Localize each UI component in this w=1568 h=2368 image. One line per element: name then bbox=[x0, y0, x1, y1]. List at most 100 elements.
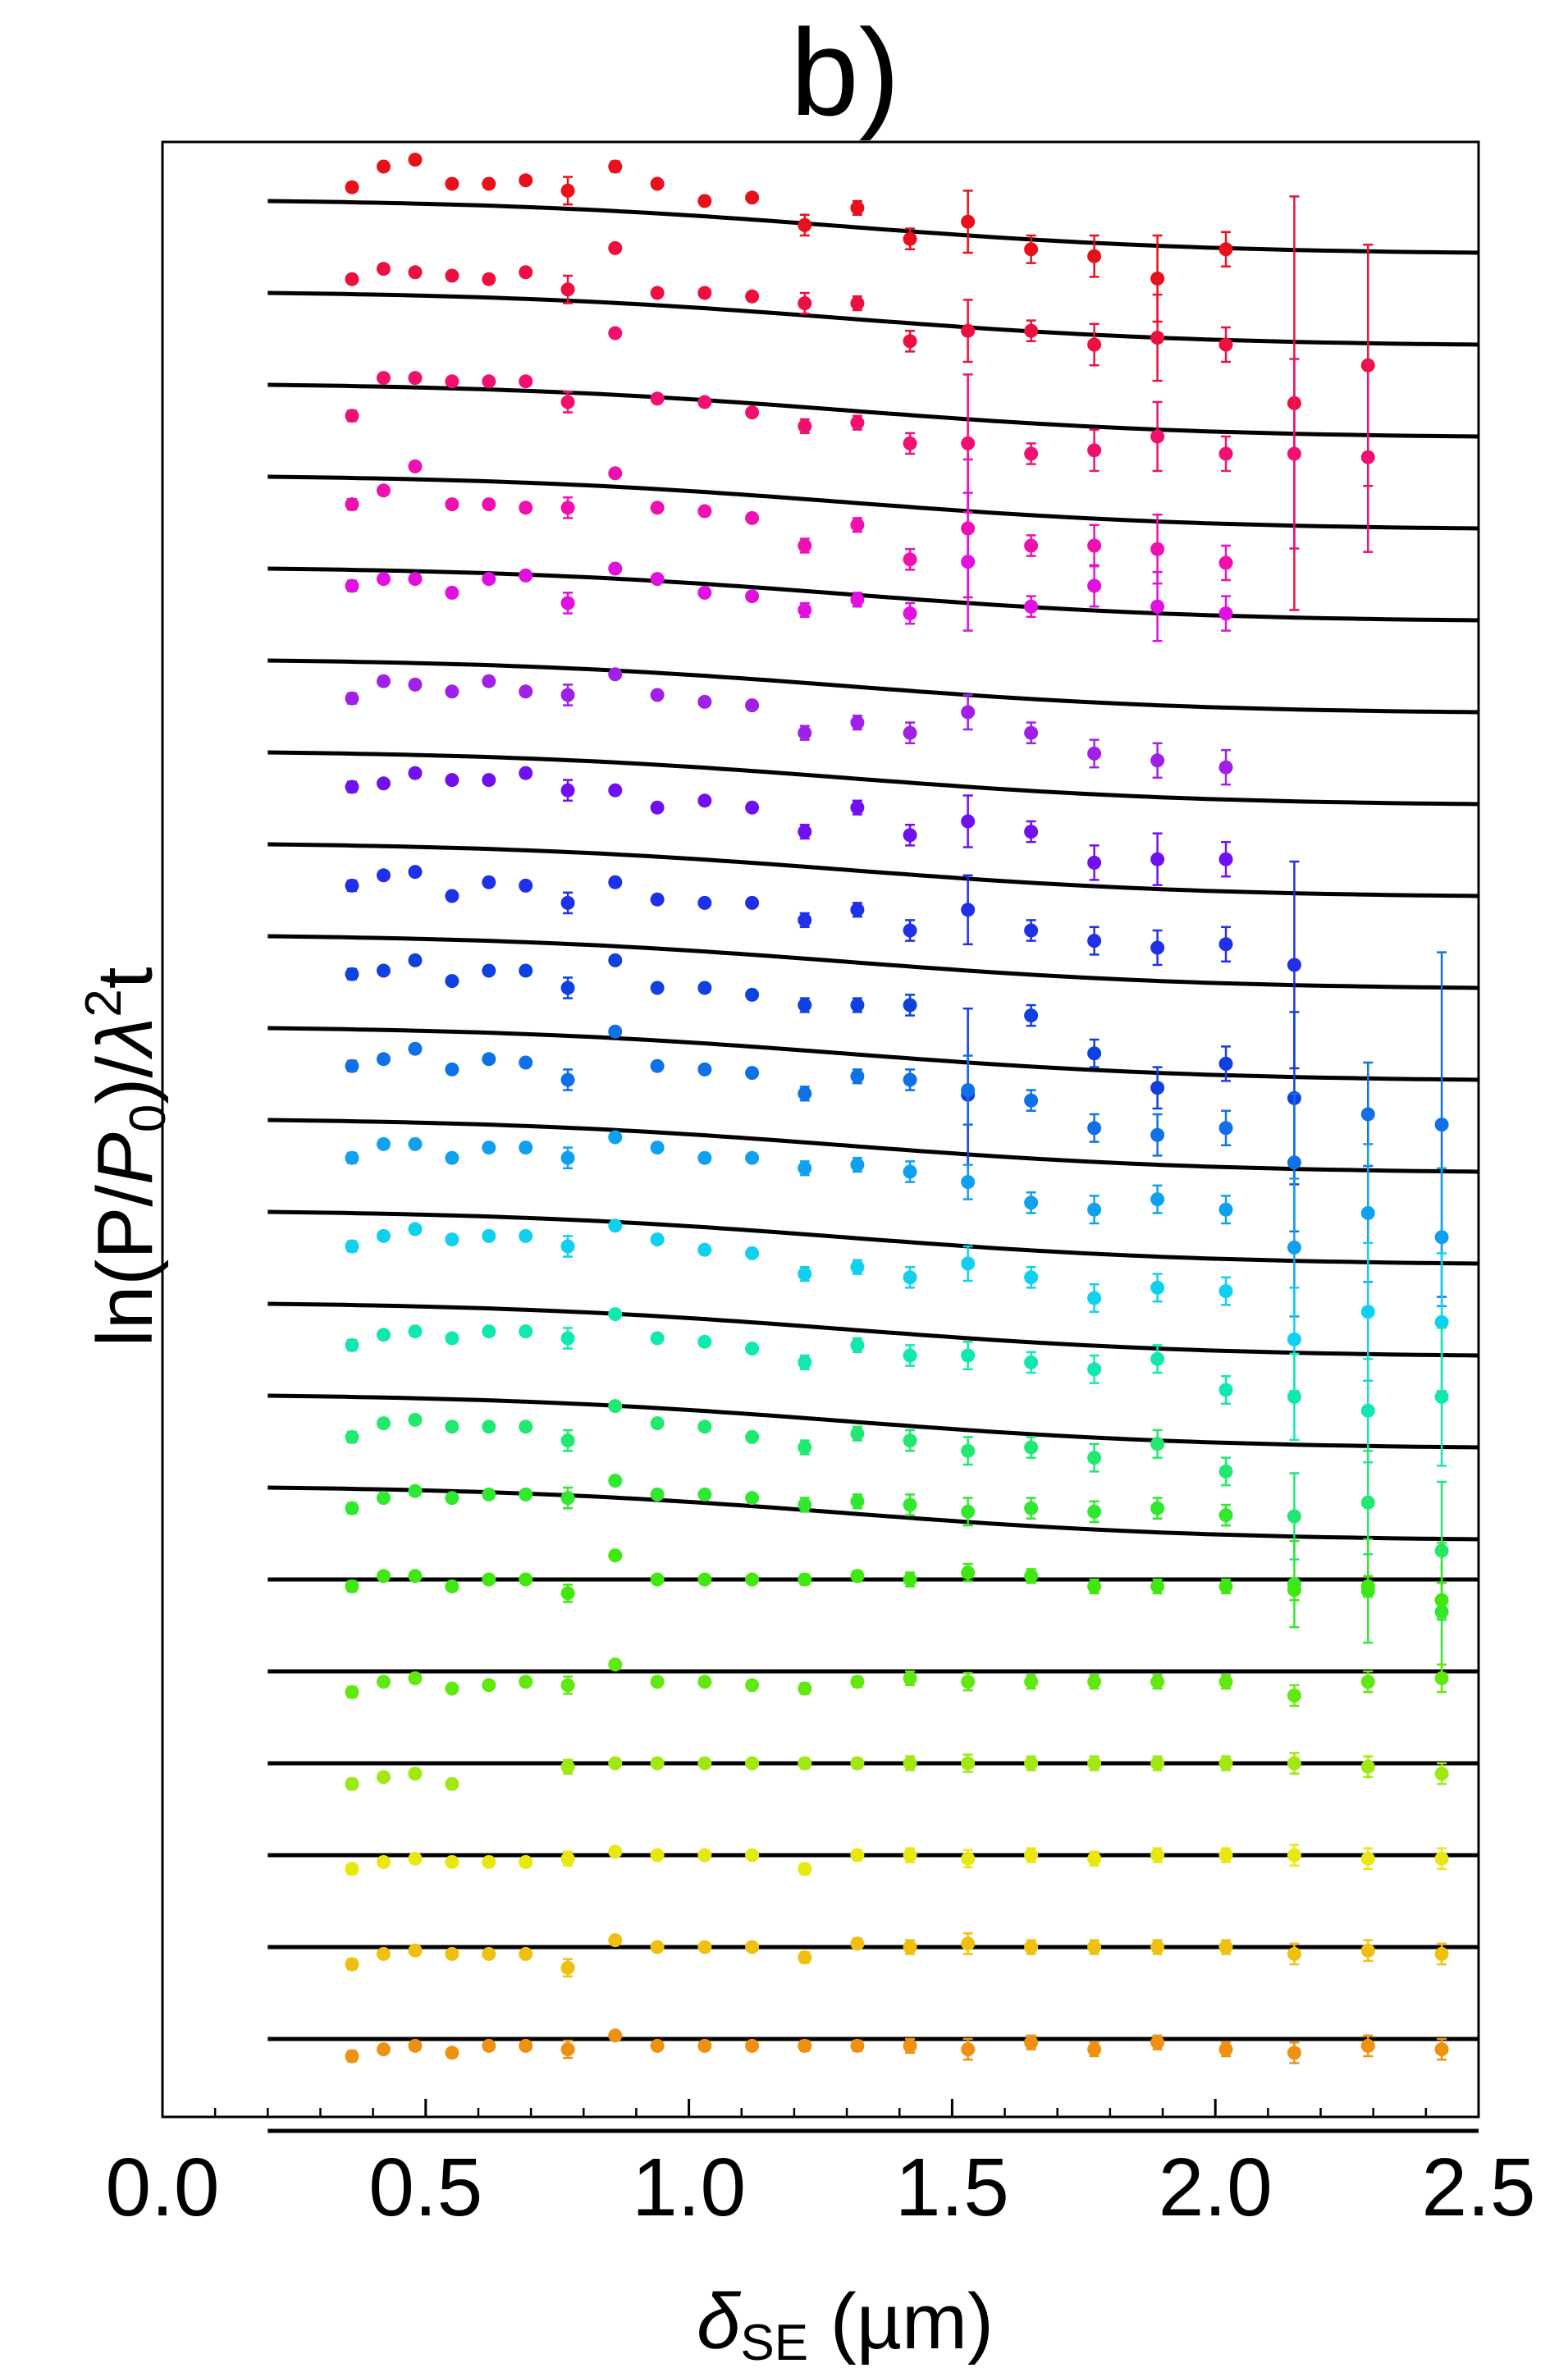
fit-curve-6 bbox=[267, 658, 1479, 715]
data-point bbox=[560, 1433, 575, 1448]
data-point bbox=[1360, 1107, 1375, 1122]
data-point bbox=[345, 2049, 359, 2064]
data-point bbox=[650, 2038, 665, 2053]
data-point bbox=[798, 418, 812, 433]
data-point bbox=[345, 1429, 359, 1444]
data-point bbox=[1087, 538, 1102, 553]
data-point bbox=[1024, 1569, 1039, 1584]
data-point bbox=[1434, 1946, 1449, 1961]
data-point bbox=[1087, 1675, 1102, 1689]
data-point bbox=[1024, 725, 1039, 740]
data-point bbox=[482, 773, 496, 788]
data-point bbox=[1434, 1230, 1449, 1245]
data-point bbox=[1024, 1355, 1039, 1369]
fit-curves bbox=[267, 199, 1479, 2133]
data-point bbox=[482, 1324, 496, 1339]
data-point bbox=[482, 176, 496, 191]
y-axis-subscript: 0 bbox=[120, 1104, 176, 1132]
data-point bbox=[961, 1083, 976, 1098]
data-point bbox=[961, 555, 976, 569]
data-point bbox=[519, 1419, 533, 1434]
data-point bbox=[376, 1675, 391, 1689]
data-point bbox=[1287, 1240, 1301, 1255]
data-point bbox=[1360, 2038, 1375, 2053]
data-point bbox=[445, 1579, 459, 1593]
data-point bbox=[376, 674, 391, 688]
fit-curve-1 bbox=[267, 199, 1479, 255]
y-axis-suffix: t bbox=[81, 967, 169, 990]
data-point bbox=[961, 1756, 976, 1771]
data-point bbox=[903, 828, 917, 843]
data-point bbox=[408, 1569, 423, 1584]
data-point bbox=[745, 405, 760, 420]
data-point bbox=[697, 981, 712, 995]
data-point bbox=[608, 466, 623, 481]
data-point bbox=[608, 1399, 623, 1414]
data-point bbox=[1434, 1314, 1449, 1329]
data-point bbox=[650, 981, 665, 995]
data-point bbox=[376, 572, 391, 587]
data-point bbox=[482, 1487, 496, 1502]
data-point bbox=[745, 1342, 760, 1356]
data-point bbox=[482, 1854, 496, 1869]
data-point bbox=[850, 1569, 865, 1584]
data-point bbox=[903, 436, 917, 450]
x-tick-label: 1.5 bbox=[895, 2142, 1009, 2233]
data-point bbox=[798, 725, 812, 740]
data-point bbox=[376, 1228, 391, 1243]
fit-curve-9 bbox=[267, 934, 1479, 990]
y-axis-title: ln(P/P0)/λ2t bbox=[75, 967, 176, 1347]
data-point bbox=[376, 1854, 391, 1869]
fit-curve-8 bbox=[267, 842, 1479, 898]
data-point bbox=[697, 793, 712, 808]
data-point bbox=[1150, 1756, 1165, 1771]
data-point bbox=[376, 1416, 391, 1431]
data-point bbox=[1024, 1756, 1039, 1771]
data-point bbox=[650, 892, 665, 907]
data-point bbox=[519, 265, 533, 280]
data-point bbox=[903, 1940, 917, 1954]
data-point bbox=[482, 572, 496, 587]
data-point bbox=[903, 1348, 917, 1363]
data-point bbox=[408, 677, 423, 692]
data-point bbox=[519, 1572, 533, 1587]
data-point bbox=[697, 1419, 712, 1434]
data-point bbox=[650, 1416, 665, 1431]
fit-curve-4 bbox=[267, 474, 1479, 531]
data-point bbox=[482, 963, 496, 978]
data-point bbox=[798, 1161, 812, 1176]
data-point bbox=[650, 391, 665, 406]
data-point bbox=[1360, 450, 1375, 464]
data-point bbox=[445, 773, 459, 788]
data-point bbox=[560, 1072, 575, 1087]
data-point bbox=[850, 296, 865, 311]
data-point bbox=[1287, 1848, 1301, 1863]
data-point bbox=[376, 2042, 391, 2057]
data-point bbox=[745, 1066, 760, 1081]
data-point bbox=[1360, 1943, 1375, 1958]
data-point bbox=[1087, 443, 1102, 458]
data-point bbox=[961, 1566, 976, 1580]
data-point bbox=[1287, 958, 1301, 972]
data-point bbox=[376, 1328, 391, 1342]
data-point bbox=[850, 1756, 865, 1771]
data-point bbox=[408, 1222, 423, 1237]
data-point bbox=[376, 1136, 391, 1151]
data-point bbox=[345, 409, 359, 423]
data-point bbox=[1218, 446, 1233, 461]
data-point bbox=[697, 895, 712, 910]
fit-curve-13 bbox=[267, 1301, 1479, 1358]
data-point bbox=[745, 1246, 760, 1260]
data-point bbox=[560, 2042, 575, 2057]
fit-curve-11 bbox=[267, 1118, 1479, 1174]
fit-curve-10 bbox=[267, 1026, 1479, 1082]
data-point bbox=[961, 1851, 976, 1866]
data-point bbox=[745, 289, 760, 304]
data-point bbox=[408, 953, 423, 967]
data-point bbox=[408, 1136, 423, 1151]
data-point bbox=[560, 1678, 575, 1693]
data-point bbox=[519, 1324, 533, 1339]
data-point bbox=[345, 1579, 359, 1593]
